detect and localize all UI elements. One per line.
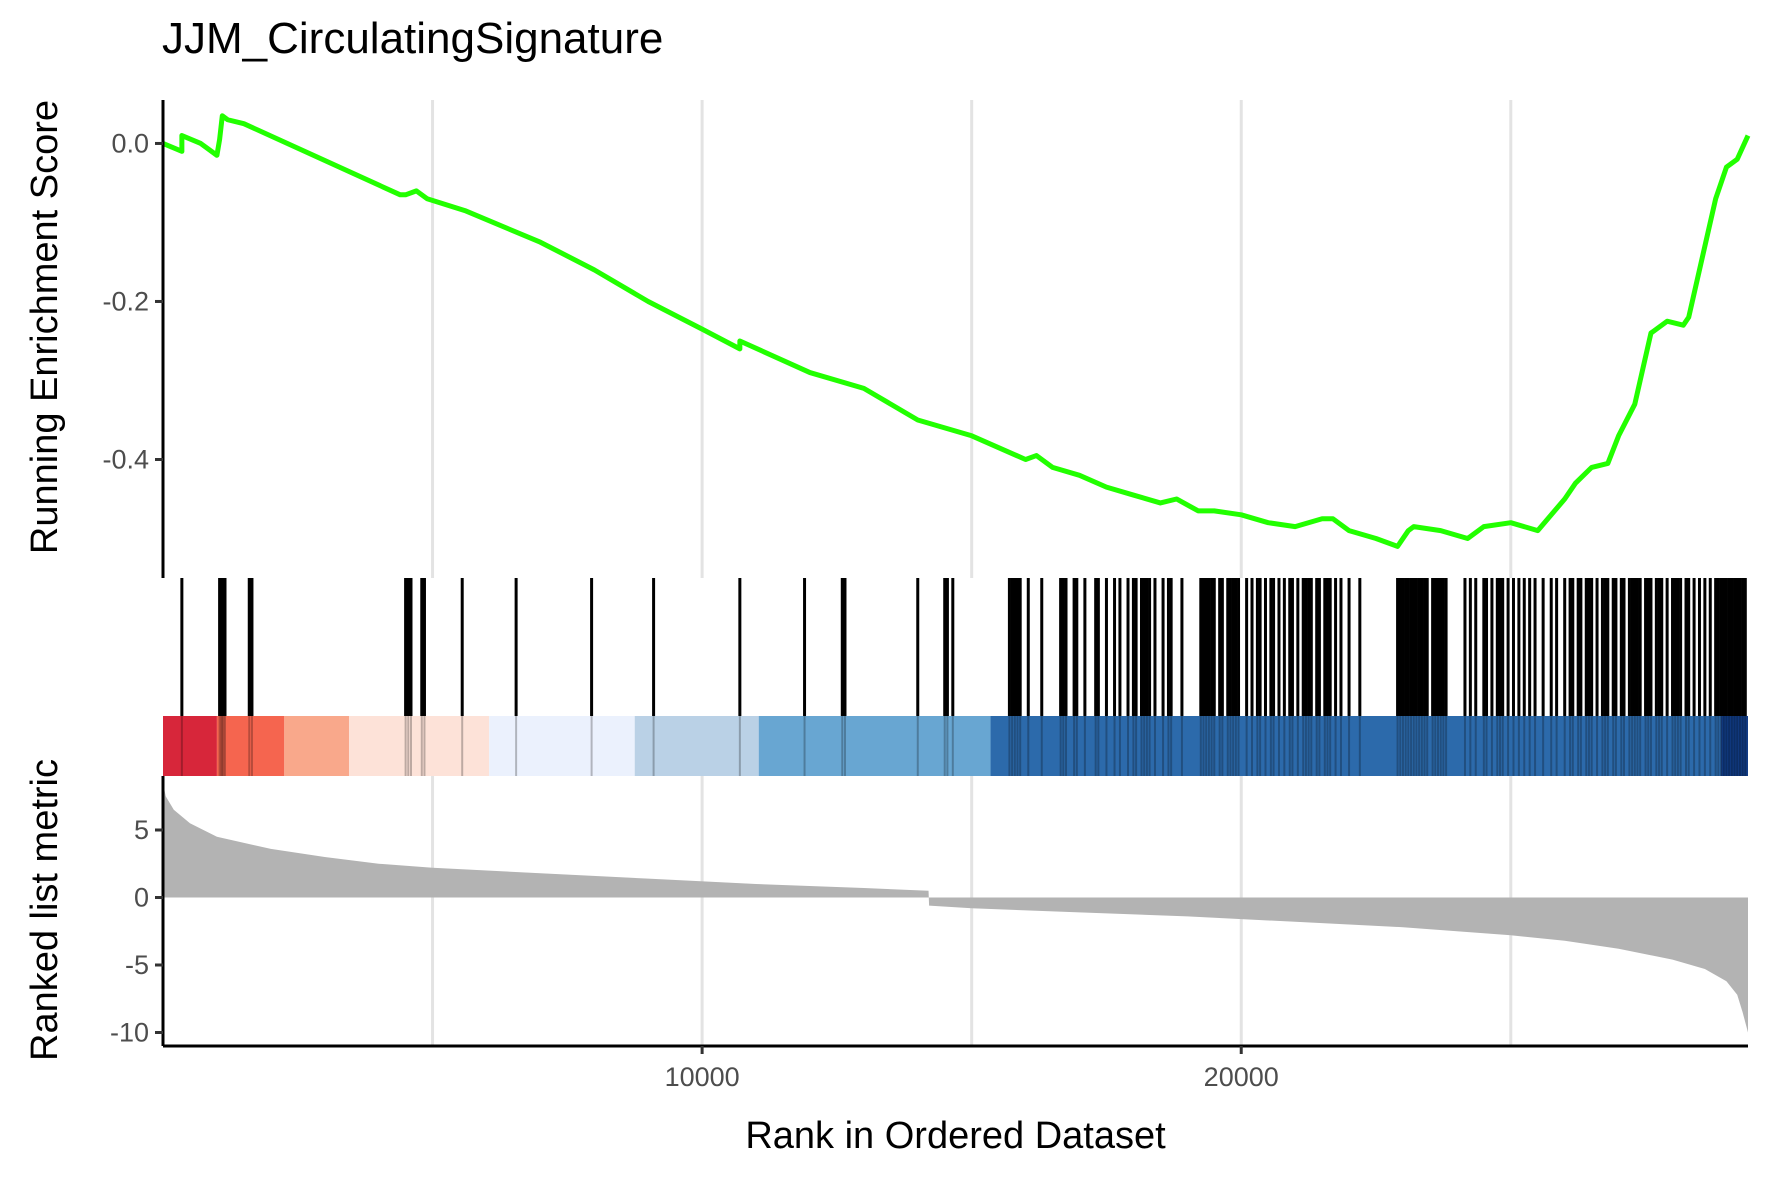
y-tick-label-metric: -5 (125, 950, 149, 980)
ranked-metric-area (163, 782, 1748, 1033)
y-axis-title-enrichment: Running Enrichment Score (24, 100, 66, 554)
y-tick-label-enrichment: -0.2 (102, 286, 149, 316)
color-strip-segment (1721, 716, 1748, 776)
x-tick-label: 10000 (665, 1062, 740, 1092)
hit-barcode (180, 578, 1747, 776)
y-axis-title-metric: Ranked list metric (24, 759, 66, 1061)
grid-lines (431, 100, 1513, 1046)
running-enrichment-line (162, 113, 1751, 549)
x-axis-title: Rank in Ordered Dataset (745, 1115, 1166, 1157)
color-strip-segment (990, 716, 1722, 776)
enrichment-title-group: Running Enrichment Score (24, 100, 66, 554)
color-strip-segment (284, 716, 349, 776)
color-strip-segment (758, 716, 991, 776)
axes: 0.0 -0.2 -0.4 5 0 -5 -10 10000 20000 Rank in Orde… (24, 100, 1748, 1157)
y-tick-label-metric: 0 (134, 883, 149, 913)
color-strip-segment (489, 716, 635, 776)
x-tick-label: 20000 (1204, 1062, 1279, 1092)
y-tick-label-metric: 5 (134, 815, 149, 845)
chart-title: JJM_CirculatingSignature (162, 14, 664, 63)
color-strip-segment (348, 716, 490, 776)
y-tick-label-enrichment: -0.4 (102, 444, 149, 474)
color-strip-segment (163, 716, 217, 776)
color-strip-segment (216, 716, 285, 776)
y-tick-label-enrichment: 0.0 (111, 128, 149, 158)
color-strip-segment (634, 716, 759, 776)
y-tick-label-metric: -10 (110, 1018, 149, 1048)
rank-color-strip (163, 716, 1748, 776)
